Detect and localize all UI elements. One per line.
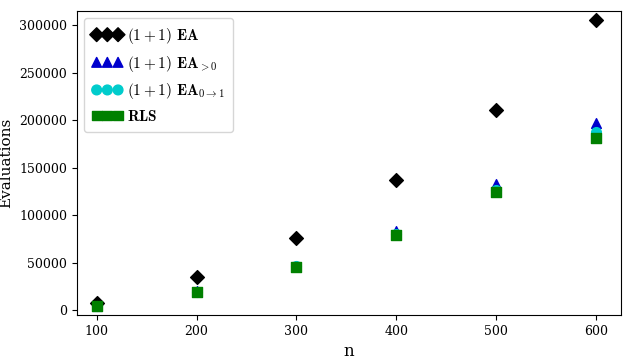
$(1+1)$ $\mathbf{EA}$ (391, 177, 401, 183)
$(1+1)$ $\mathbf{EA}_{>0}$ (291, 263, 301, 268)
$(1+1)$ $\mathbf{EA}_{>0}$ (92, 303, 102, 308)
$(1+1)$ $\mathbf{EA}_{>0}$ (191, 289, 202, 294)
$(1+1)$ $\mathbf{EA}_{0\rightarrow 1}$ (491, 188, 501, 193)
$(1+1)$ $\mathbf{EA}$ (191, 274, 202, 280)
X-axis label: n: n (344, 343, 354, 358)
$(1+1)$ $\mathbf{EA}_{>0}$ (491, 181, 501, 187)
$(1+1)$ $\mathbf{EA}_{0\rightarrow 1}$ (391, 231, 401, 237)
$(1+1)$ $\mathbf{EA}$ (491, 107, 501, 112)
$(1+1)$ $\mathbf{EA}_{0\rightarrow 1}$ (92, 303, 102, 308)
$\mathbf{RLS}$ (491, 189, 501, 195)
$(1+1)$ $\mathbf{EA}_{0\rightarrow 1}$ (591, 130, 601, 135)
$\mathbf{RLS}$ (291, 264, 301, 270)
$(1+1)$ $\mathbf{EA}_{0\rightarrow 1}$ (291, 263, 301, 269)
$(1+1)$ $\mathbf{EA}$ (591, 18, 601, 23)
$\mathbf{RLS}$ (391, 232, 401, 238)
$(1+1)$ $\mathbf{EA}_{>0}$ (391, 228, 401, 234)
Y-axis label: Evaluations: Evaluations (0, 118, 13, 208)
$\mathbf{RLS}$ (92, 303, 102, 309)
$(1+1)$ $\mathbf{EA}$ (92, 300, 102, 305)
$(1+1)$ $\mathbf{EA}$ (291, 235, 301, 241)
$(1+1)$ $\mathbf{EA}_{0\rightarrow 1}$ (191, 289, 202, 295)
$\mathbf{RLS}$ (191, 289, 202, 295)
$\mathbf{RLS}$ (591, 135, 601, 141)
$(1+1)$ $\mathbf{EA}_{>0}$ (591, 120, 601, 126)
Legend: $(1+1)$ $\mathbf{EA}$, $(1+1)$ $\mathbf{EA}_{>0}$, $(1+1)$ $\mathbf{EA}_{0\right: $(1+1)$ $\mathbf{EA}$, $(1+1)$ $\mathbf{… (84, 18, 233, 132)
